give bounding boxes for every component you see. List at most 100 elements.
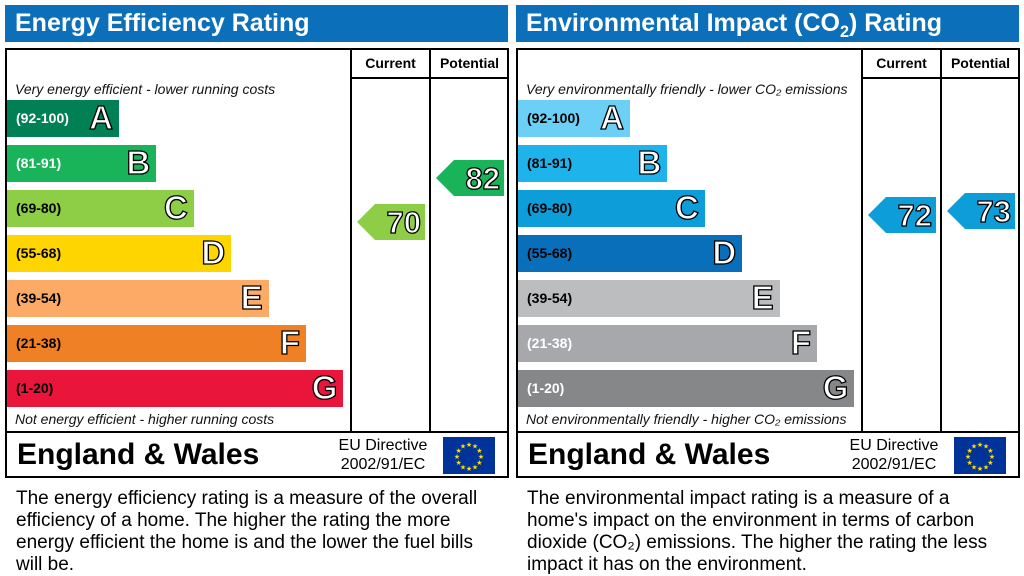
- band-range: (81-91): [527, 155, 573, 171]
- band-bar-g: (1-20) G: [518, 368, 855, 407]
- svg-text:★: ★: [966, 447, 972, 455]
- potential-header: Potential: [950, 55, 1011, 71]
- potential-rating-value: 73: [976, 193, 1012, 230]
- svg-text:★: ★: [971, 443, 977, 451]
- band-range: (1-20): [527, 380, 565, 396]
- current-header: Current: [365, 55, 416, 71]
- directive-line2: 2002/91/EC: [340, 456, 426, 473]
- band-letter: C: [674, 188, 699, 226]
- band-bar-e: (39-54) E: [518, 278, 780, 317]
- arrow-shape: [357, 204, 425, 241]
- description: The energy efficiency rating is a measur…: [16, 488, 478, 575]
- potential-rating-arrow: 82: [436, 160, 504, 197]
- arrow-shape: [436, 160, 504, 197]
- band-letter: B: [126, 143, 151, 181]
- band-letter: E: [751, 278, 774, 316]
- svg-text:★: ★: [983, 463, 989, 471]
- band-letter: F: [790, 323, 811, 361]
- band-range: (39-54): [16, 290, 62, 306]
- top-note: Very energy efficient - lower running co…: [15, 81, 276, 97]
- rating-box: [516, 48, 1020, 478]
- svg-text:★: ★: [971, 463, 977, 471]
- svg-text:★: ★: [460, 463, 466, 471]
- band-bar-g: (1-20) G: [7, 368, 344, 407]
- svg-text:★: ★: [977, 441, 983, 449]
- bottom-note: Not environmentally friendly - higher CO…: [526, 411, 847, 427]
- band-bar-f: (21-38) F: [7, 323, 306, 362]
- band-bar-e: (39-54) E: [7, 278, 269, 317]
- divider: [429, 48, 431, 432]
- description: The environmental impact rating is a mea…: [527, 488, 988, 575]
- svg-text:★: ★: [966, 459, 972, 467]
- panel-title: Environmental Impact (CO2) Rating: [516, 5, 1019, 42]
- band-letter: G: [822, 368, 849, 406]
- svg-text:★: ★: [478, 453, 484, 461]
- current-rating-arrow: 72: [868, 196, 936, 233]
- directive-line2: 2002/91/EC: [851, 456, 937, 473]
- svg-text:★: ★: [455, 447, 461, 455]
- current-rating-arrow: 70: [357, 204, 425, 241]
- eu-flag-icon: ★ ★ ★ ★ ★ ★ ★ ★ ★ ★ ★ ★: [443, 437, 495, 474]
- divider: [861, 48, 863, 432]
- band-bar-a: (92-100) A: [7, 98, 119, 137]
- band-range: (81-91): [16, 155, 62, 171]
- band-bar-d: (55-68) D: [518, 233, 743, 272]
- potential-rating-value: 82: [465, 160, 501, 197]
- band-bar-b: (81-91) B: [7, 143, 157, 182]
- band-bar-c: (69-80) C: [7, 188, 194, 227]
- svg-text:★: ★: [476, 447, 482, 455]
- band-letter: A: [600, 98, 625, 136]
- bottom-note: Not energy efficient - higher running co…: [15, 411, 275, 427]
- svg-text:★: ★: [987, 459, 993, 467]
- band-range: (69-80): [16, 200, 62, 216]
- band-letter: F: [279, 323, 300, 361]
- band-range: (21-38): [527, 335, 573, 351]
- divider: [861, 77, 1020, 79]
- divider: [516, 431, 1020, 433]
- band-range: (21-38): [16, 335, 62, 351]
- band-letter: D: [712, 233, 737, 271]
- band-letter: G: [311, 368, 338, 406]
- svg-text:★: ★: [965, 453, 971, 461]
- band-bar-b: (81-91) B: [518, 143, 668, 182]
- band-range: (55-68): [16, 245, 62, 261]
- svg-text:★: ★: [476, 459, 482, 467]
- band-range: (39-54): [527, 290, 573, 306]
- svg-text:★: ★: [460, 443, 466, 451]
- eu-flag-icon: ★ ★ ★ ★ ★ ★ ★ ★ ★ ★ ★ ★: [954, 437, 1006, 474]
- band-letter: E: [240, 278, 263, 316]
- svg-text:★: ★: [455, 459, 461, 467]
- potential-header: Potential: [439, 55, 500, 71]
- current-rating-value: 70: [386, 204, 422, 241]
- band-bar-f: (21-38) F: [518, 323, 817, 362]
- divider: [5, 431, 509, 433]
- svg-text:★: ★: [466, 465, 472, 473]
- title-suffix: ) Rating: [849, 9, 943, 37]
- region-label: England & Wales: [17, 438, 260, 471]
- svg-text:★: ★: [987, 447, 993, 455]
- title-text: Environmental Impact (CO: [526, 9, 840, 37]
- arrow-shape: [868, 196, 936, 233]
- current-rating-value: 72: [897, 197, 933, 233]
- subscript: 2: [839, 23, 849, 41]
- band-bar-d: (55-68) D: [7, 233, 232, 272]
- svg-text:★: ★: [983, 443, 989, 451]
- divider: [350, 48, 352, 432]
- svg-text:★: ★: [454, 453, 460, 461]
- band-letter: A: [89, 98, 114, 136]
- svg-text:★: ★: [977, 465, 983, 473]
- band-bar-a: (92-100) A: [518, 98, 630, 137]
- band-range: (69-80): [527, 200, 573, 216]
- band-letter: B: [637, 143, 662, 181]
- panel-title: Energy Efficiency Rating: [5, 5, 508, 42]
- rating-box: [5, 48, 509, 478]
- arrow-shape: [947, 193, 1015, 230]
- band-letter: D: [201, 233, 226, 271]
- divider: [940, 48, 942, 432]
- band-bar-c: (69-80) C: [518, 188, 705, 227]
- band-range: (55-68): [527, 245, 573, 261]
- current-header: Current: [876, 55, 927, 71]
- directive-line1: EU Directive: [338, 437, 428, 454]
- svg-text:★: ★: [472, 463, 478, 471]
- band-range: (1-20): [16, 380, 54, 396]
